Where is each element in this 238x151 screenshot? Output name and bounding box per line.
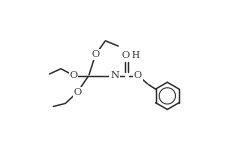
- Text: O: O: [70, 71, 78, 80]
- Text: O: O: [73, 88, 82, 97]
- Text: O: O: [134, 71, 142, 80]
- Text: O: O: [122, 51, 130, 60]
- Text: N: N: [110, 71, 119, 80]
- Text: O: O: [92, 50, 100, 59]
- Text: H: H: [131, 51, 139, 60]
